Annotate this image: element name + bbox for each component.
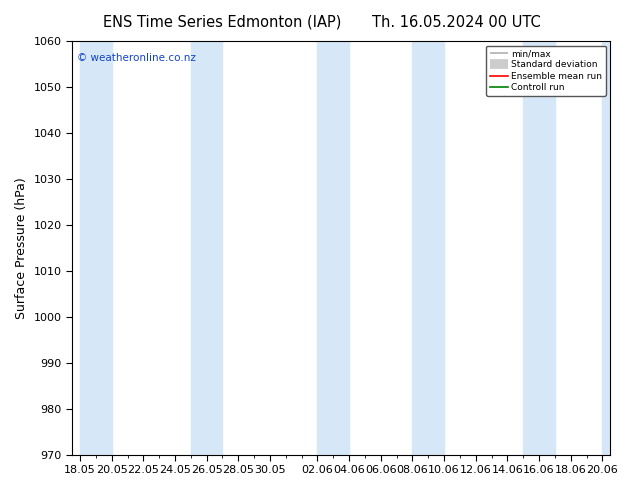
Bar <box>602 41 634 455</box>
Bar <box>523 41 555 455</box>
Legend: min/max, Standard deviation, Ensemble mean run, Controll run: min/max, Standard deviation, Ensemble me… <box>486 46 606 96</box>
Bar <box>318 41 349 455</box>
Bar <box>413 41 444 455</box>
Text: Th. 16.05.2024 00 UTC: Th. 16.05.2024 00 UTC <box>372 15 541 30</box>
Text: © weatheronline.co.nz: © weatheronline.co.nz <box>77 53 197 64</box>
Bar <box>80 41 112 455</box>
Bar <box>191 41 223 455</box>
Text: ENS Time Series Edmonton (IAP): ENS Time Series Edmonton (IAP) <box>103 15 341 30</box>
Y-axis label: Surface Pressure (hPa): Surface Pressure (hPa) <box>15 177 28 318</box>
